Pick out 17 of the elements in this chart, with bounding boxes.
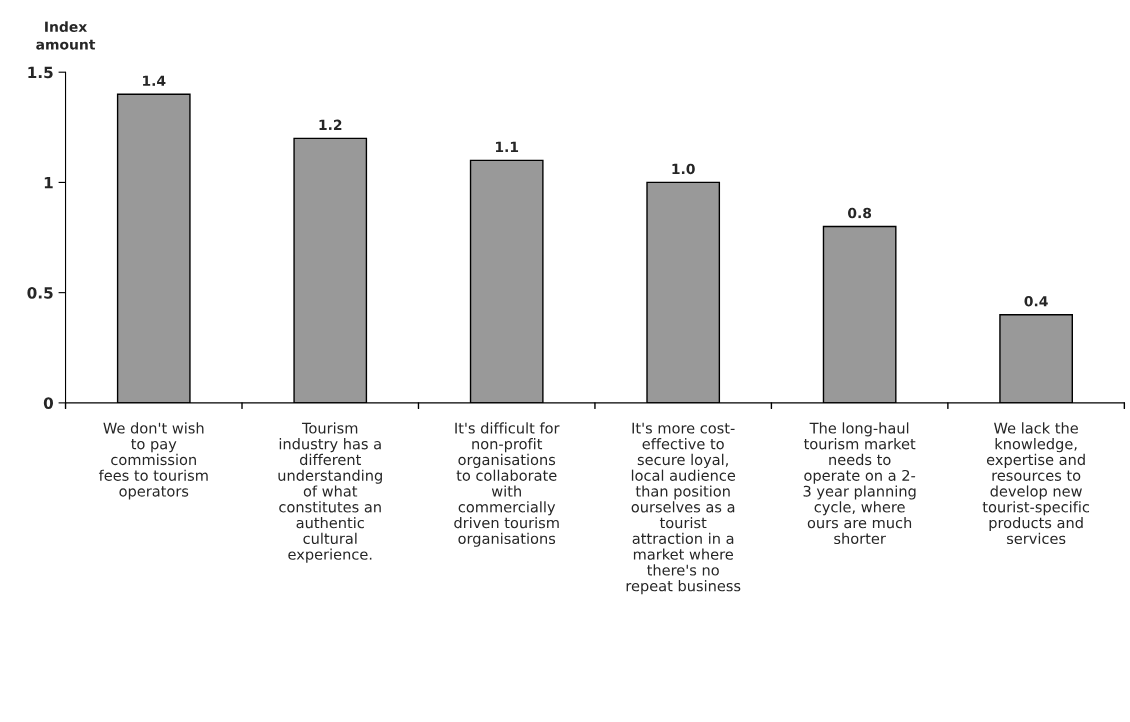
x-tick-label: We don't wish to pay commission fees to tourism operators — [98, 422, 208, 500]
data-label: 0.8 — [848, 207, 872, 219]
data-label: 0.4 — [1024, 295, 1048, 307]
data-label: 1.2 — [319, 119, 342, 130]
x-tick-label: The long-haul tourism market needs to operate on a 2- 3 year planning cycle, where ours are much shorter — [803, 422, 916, 545]
y-axis-title: Index amount — [36, 21, 96, 50]
y-tick-label: 1.5 — [28, 66, 53, 79]
data-label: 1.0 — [672, 163, 695, 175]
y-tick-label: 0.5 — [27, 287, 53, 299]
category-label: It's more cost- effective to secure loyal, local audience than position ourselves as a tourist attraction in a market where there's no repeat business — [626, 422, 741, 595]
data-label: 1.4 — [143, 75, 166, 86]
x-tick-label: It's difficult for non-profit organisations to collaborate with commercially driven tourism organisations — [454, 422, 560, 547]
y-tick-label: 0 — [43, 397, 53, 409]
data-label: 1.1 — [495, 141, 519, 152]
category-label: Tourism industry has a different understanding of what constitutes an authentic cultural experience. — [278, 422, 382, 563]
y-tick-label: 1 — [44, 177, 53, 189]
x-tick-label: We lack the knowledge, expertise and resources to develop new tourist-specific products and services — [982, 422, 1090, 545]
